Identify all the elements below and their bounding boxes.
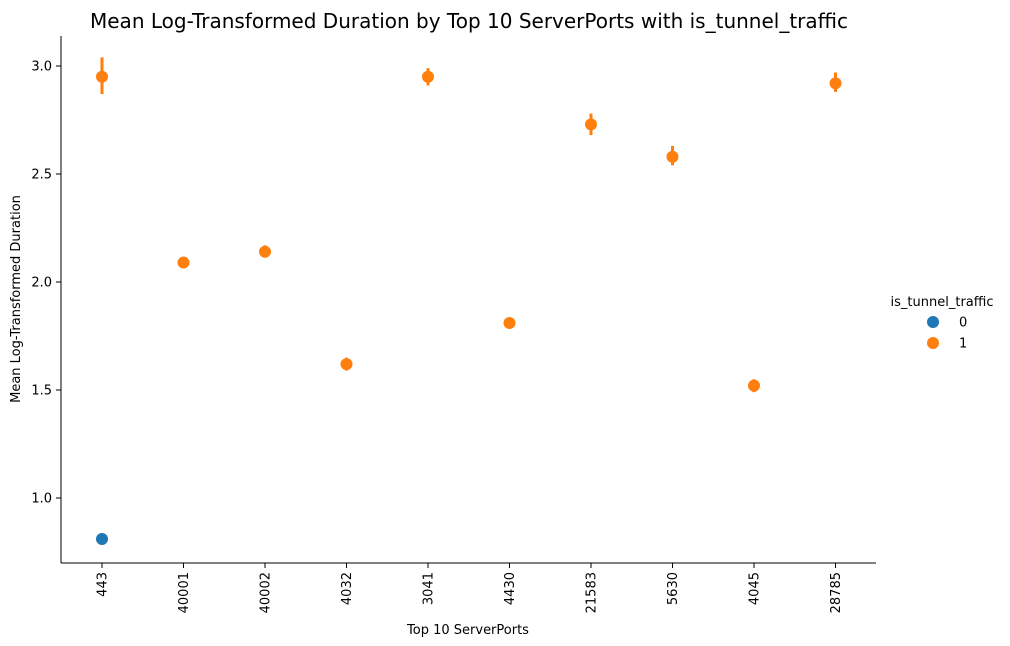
data-point bbox=[422, 70, 434, 83]
plot-area: 1.0 1.5 2.0 2.5 3.0 443 40001 40002 4032 3041 4430… bbox=[31, 36, 876, 613]
x-tick-label: 28785 bbox=[829, 572, 844, 613]
y-axis-label: Mean Log-Transformed Duration bbox=[9, 195, 24, 403]
x-tick-label: 40002 bbox=[259, 572, 274, 613]
x-tick-label: 4032 bbox=[340, 572, 355, 605]
x-tick-label: 4430 bbox=[503, 572, 518, 605]
y-tick-label: 1.5 bbox=[31, 384, 52, 399]
y-tick-label: 2.0 bbox=[31, 276, 52, 291]
data-point bbox=[96, 533, 108, 546]
data-point bbox=[829, 77, 842, 90]
x-tick-label: 3041 bbox=[422, 572, 437, 605]
data-point bbox=[666, 150, 679, 163]
y-tick-label: 3.0 bbox=[31, 60, 52, 75]
y-tick-label: 2.5 bbox=[31, 168, 52, 183]
legend-marker bbox=[927, 316, 939, 328]
x-axis-label: Top 10 ServerPorts bbox=[406, 623, 529, 638]
x-tick-label: 5630 bbox=[666, 572, 681, 605]
x-tick-label: 21583 bbox=[585, 572, 600, 613]
legend-label: 0 bbox=[959, 316, 967, 331]
data-point bbox=[96, 70, 108, 83]
legend-label: 1 bbox=[959, 337, 967, 352]
chart-title: Mean Log-Transformed Duration by Top 10 … bbox=[90, 9, 848, 33]
data-point bbox=[748, 379, 760, 392]
data-point bbox=[503, 317, 516, 330]
data-point bbox=[259, 245, 271, 258]
data-point bbox=[177, 256, 190, 269]
x-tick-label: 4045 bbox=[748, 572, 763, 605]
x-tick-label: 40001 bbox=[177, 572, 192, 613]
data-point bbox=[585, 118, 597, 131]
legend: is_tunnel_traffic 0 1 bbox=[891, 295, 994, 352]
data-point bbox=[340, 358, 353, 371]
x-tick-label: 443 bbox=[96, 572, 111, 597]
y-tick-label: 1.0 bbox=[31, 492, 52, 507]
legend-title: is_tunnel_traffic bbox=[891, 295, 994, 310]
legend-marker bbox=[927, 337, 939, 349]
